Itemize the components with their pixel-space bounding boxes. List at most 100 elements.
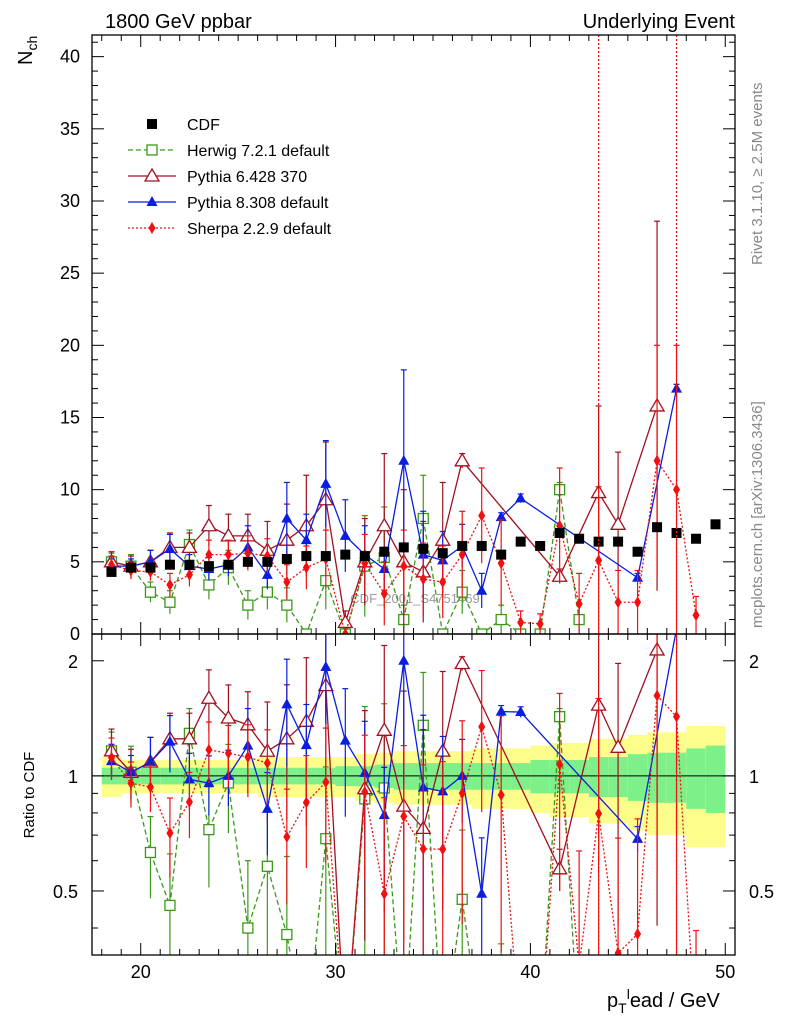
sherpa-ratio-point: [634, 927, 642, 940]
sherpa-point: [653, 454, 661, 467]
sherpa-ratio-point: [439, 843, 447, 856]
sherpa-ratio-point: [361, 786, 369, 799]
cdf-point: [164, 559, 175, 570]
legend-pythia6-marker: [143, 167, 161, 182]
top-y-tick-label: 30: [60, 191, 80, 211]
pythia8-line: [111, 388, 678, 593]
pythia8-ratio-point: [164, 735, 176, 746]
cdf-point: [613, 536, 624, 547]
pythia8-point: [164, 542, 176, 553]
x-tick-label: 30: [326, 962, 346, 982]
cdf-point: [691, 533, 702, 544]
pythia8-ratio-point: [144, 756, 156, 767]
top-y-tick-label: 20: [60, 335, 80, 355]
pythia8-point: [300, 534, 312, 545]
pythia8-point: [339, 529, 351, 540]
cdf-point: [632, 546, 643, 557]
legend-pythia6-label: Pythia 6.428 370: [187, 169, 307, 186]
pythia6-ratio-point: [609, 739, 627, 753]
sherpa-ratio-point: [185, 796, 193, 809]
sherpa-ratio-point: [322, 776, 330, 789]
sherpa-ratio-point: [458, 787, 466, 800]
cdf-point: [398, 542, 409, 553]
pythia8-point: [261, 568, 273, 579]
sherpa-ratio-point: [556, 758, 564, 771]
herwig-point: [476, 628, 488, 634]
cdf-point: [184, 559, 195, 570]
sherpa-point: [244, 547, 252, 560]
cdf-point: [106, 566, 117, 577]
side-label-bottom: mcplots.cern.ch [arXiv:1306.3436]: [749, 401, 766, 628]
top-ylabel-sub: ch: [24, 36, 40, 51]
herwig-point: [495, 613, 507, 626]
sherpa-point: [536, 617, 544, 630]
legend-cdf-label: CDF: [187, 117, 220, 134]
pythia8-ratio-point: [320, 661, 332, 672]
cdf-point: [223, 559, 234, 570]
x-tick-label: 40: [520, 962, 540, 982]
sherpa-point: [517, 616, 525, 629]
ratio-band-inner: [530, 760, 550, 794]
pythia8-ratio-line: [111, 634, 677, 894]
cdf-point: [554, 527, 565, 538]
sherpa-ratio-point: [595, 807, 603, 820]
x-tick-label: 50: [715, 962, 735, 982]
pythia6-point: [454, 452, 471, 467]
sherpa-ratio-point: [107, 751, 115, 764]
top-ylabel: Nch: [15, 36, 40, 65]
pythia8-ratio-point: [300, 739, 312, 750]
sherpa-point: [673, 483, 681, 496]
sherpa-ratio-point: [653, 689, 661, 702]
ratio-band-inner: [686, 748, 706, 809]
sherpa-point: [302, 561, 310, 574]
sherpa-ratio-point: [380, 887, 388, 900]
sherpa-ratio-point: [146, 781, 154, 794]
cdf-point: [340, 549, 351, 560]
cdf-point: [262, 556, 273, 567]
pythia6-ratio-point: [220, 709, 237, 724]
herwig-point: [203, 579, 215, 591]
herwig-ratio-point: [144, 846, 157, 859]
cdf-point: [652, 522, 663, 533]
top-y-tick-label: 40: [60, 47, 80, 67]
cdf-point: [476, 540, 487, 551]
ratio-y-tick-label: 2: [68, 652, 78, 672]
legend-pythia8-label: Pythia 8.308 default: [187, 195, 329, 212]
herwig-ratio-point: [164, 899, 176, 912]
cdf-point: [535, 540, 546, 551]
sherpa-ratio-point: [400, 810, 408, 823]
sherpa-ratio-point: [205, 743, 213, 756]
pythia6-ratio-point: [454, 655, 471, 670]
sherpa-ratio-point: [224, 747, 232, 760]
sherpa-point: [185, 568, 193, 581]
ratio-y-tick-label-right: 0.5: [749, 882, 774, 902]
cdf-point: [574, 533, 585, 544]
pythia8-point: [281, 512, 293, 523]
header-right: Underlying Event: [583, 11, 736, 33]
pythia8-point: [320, 477, 332, 488]
pythia6-ratio-point: [200, 689, 218, 704]
pythia8-point: [495, 511, 507, 522]
cdf-point: [593, 536, 604, 547]
sherpa-ratio-point: [263, 757, 271, 770]
sherpa-point: [380, 587, 388, 600]
sherpa-ratio-point: [419, 842, 427, 855]
svg-text:pTlead / GeV: pTlead / GeV: [607, 986, 721, 1016]
pythia6-point: [609, 516, 627, 530]
pythia6-point: [376, 517, 393, 532]
x-tick-label: 20: [131, 962, 151, 982]
top-y-tick-label: 15: [60, 407, 80, 427]
sherpa-ratio-point: [244, 751, 252, 764]
pythia6-ratio-point: [181, 730, 198, 745]
herwig-ratio-point: [261, 860, 274, 872]
sherpa-point: [458, 548, 466, 561]
cdf-point: [359, 551, 370, 562]
pythia8-ratio-point: [398, 654, 410, 665]
xlabel-sub: T: [618, 1000, 627, 1016]
herwig-point: [300, 628, 312, 634]
sherpa-ratio-point: [478, 720, 486, 733]
ratio-y-tick-label: 0.5: [53, 882, 78, 902]
header-left: 1800 GeV ppbar: [105, 11, 252, 33]
cdf-point: [242, 556, 253, 567]
top-y-tick-label: 10: [60, 480, 80, 500]
